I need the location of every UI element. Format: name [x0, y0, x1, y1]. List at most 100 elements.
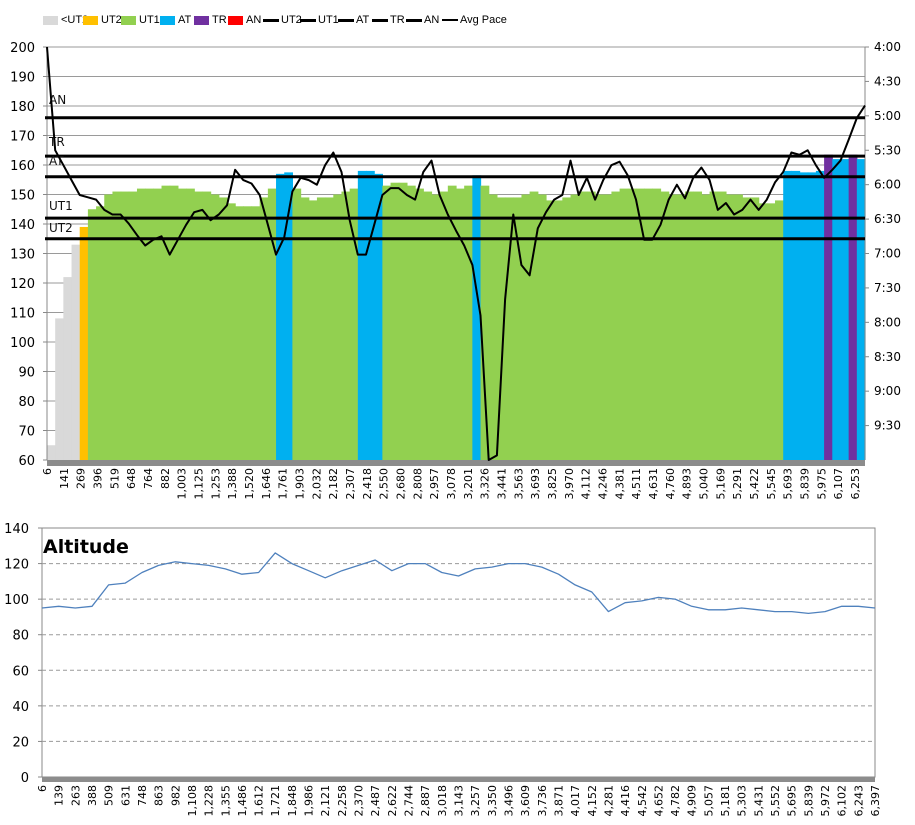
x-tick-label: 5,040 — [698, 468, 711, 500]
hr-bar — [136, 188, 146, 460]
x-tick-label: 5,839 — [799, 468, 812, 500]
hr-bar — [668, 194, 678, 460]
hr-bar — [619, 188, 629, 460]
x-tick-label: 3,970 — [563, 468, 576, 500]
hr-bar — [611, 191, 621, 461]
x-tick-label: 3,257 — [469, 785, 482, 817]
x-tick-label: 6,102 — [836, 785, 849, 817]
hr-bar — [349, 188, 359, 460]
y-tick-label: 20 — [12, 735, 29, 750]
hr-bar — [316, 197, 326, 460]
x-tick-label: 6 — [36, 785, 49, 792]
legend-label: AT — [356, 14, 370, 26]
hr-bar — [63, 277, 73, 460]
legend-entry: TR — [194, 13, 227, 27]
hr-bar — [153, 188, 163, 460]
hr-bar — [537, 194, 547, 460]
legend-entry: UT2 — [83, 13, 122, 27]
y2-tick-label: 6:30 — [874, 212, 901, 226]
y2-tick-label: 5:30 — [874, 143, 901, 157]
legend-label: AN — [246, 14, 262, 26]
hr-bar — [701, 194, 711, 460]
zone-label: UT2 — [49, 221, 73, 235]
hr-bar — [169, 185, 179, 460]
x-axis-band — [42, 777, 875, 782]
x-tick-label: 269 — [75, 468, 88, 489]
hr-bar — [251, 206, 261, 460]
zone-label: AT — [49, 154, 64, 168]
x-tick-label: 5,422 — [748, 468, 761, 500]
hr-bar — [824, 154, 833, 461]
hr-bar — [709, 191, 719, 461]
hr-bar — [284, 172, 293, 460]
hr-bar — [390, 182, 400, 460]
x-tick-label: 141 — [58, 468, 71, 489]
x-tick-label: 509 — [103, 785, 116, 806]
hr-bar — [766, 203, 776, 460]
x-tick-label: 6 — [41, 468, 54, 475]
hr-bar — [717, 191, 727, 461]
x-tick-label: 4,760 — [664, 468, 677, 500]
heart-rate-pace-chart: 200 190 180 170 160 150 140 130 120 110 100 90 80 70 6… — [10, 40, 901, 500]
x-tick-label: 3,078 — [445, 468, 458, 500]
hr-bar — [226, 203, 236, 460]
y-tick-label: 180 — [10, 100, 35, 115]
hr-bar — [521, 194, 531, 460]
hr-bar — [55, 318, 64, 460]
hr-bar — [382, 185, 392, 460]
legend-entry: <UT2 — [43, 13, 88, 27]
hr-bar — [480, 185, 490, 460]
y-tick-label: 110 — [10, 307, 35, 322]
x-tick-label: 1,646 — [260, 468, 273, 500]
hr-bar — [750, 197, 760, 460]
legend-entry: AT — [338, 13, 369, 27]
hr-bar — [374, 173, 383, 460]
hr-bar — [676, 194, 686, 460]
legend-label: <UT2 — [61, 14, 89, 26]
x-tick-label: 3,201 — [462, 468, 475, 500]
hr-bar — [856, 159, 866, 460]
x-tick-label: 863 — [153, 785, 166, 806]
x-tick-label: 2,808 — [411, 468, 424, 500]
x-tick-label: 648 — [125, 468, 138, 489]
altitude-line — [41, 552, 876, 615]
y2-tick-label: 7:00 — [874, 247, 901, 261]
legend-entry: TR — [372, 13, 405, 27]
hr-bar — [791, 170, 801, 460]
x-tick-label: 4,416 — [619, 785, 632, 817]
legend-label: UT1 — [318, 14, 339, 26]
x-tick-label: 3,326 — [479, 468, 492, 500]
y2-tick-label: 4:00 — [874, 40, 901, 54]
x-tick-label: 1,228 — [203, 785, 216, 817]
x-tick-label: 1,486 — [236, 785, 249, 817]
legend-swatch — [160, 15, 175, 25]
legend-label: Avg Pace — [460, 14, 507, 26]
x-tick-label: 396 — [92, 468, 105, 489]
x-tick-label: 4,893 — [681, 468, 694, 500]
hr-bar — [635, 188, 645, 460]
x-tick-label: 3,496 — [502, 785, 515, 817]
hr-bar — [742, 197, 752, 460]
hr-bar — [210, 194, 220, 460]
legend-label: UT1 — [139, 14, 160, 26]
x-tick-label: 2,680 — [395, 468, 408, 500]
hr-bar — [505, 197, 514, 460]
zone-label: UT1 — [49, 199, 73, 213]
x-tick-label: 1,388 — [226, 468, 239, 500]
legend-label: AT — [178, 14, 192, 26]
hr-bar — [439, 191, 449, 461]
x-tick-label: 631 — [119, 785, 132, 806]
y2-tick-label: 9:00 — [874, 384, 901, 398]
y2-tick-label: 8:00 — [874, 315, 901, 329]
x-tick-label: 4,542 — [636, 785, 649, 817]
legend-entry: UT2 — [263, 13, 302, 27]
legend-swatch — [83, 15, 98, 25]
hr-bar — [325, 197, 334, 460]
hr-bar — [415, 188, 424, 460]
x-tick-label: 3,609 — [519, 785, 532, 817]
x-tick-label: 1,108 — [186, 785, 199, 817]
x-tick-label: 6,243 — [852, 785, 865, 817]
hr-bar — [120, 191, 130, 461]
x-tick-label: 982 — [169, 785, 182, 806]
